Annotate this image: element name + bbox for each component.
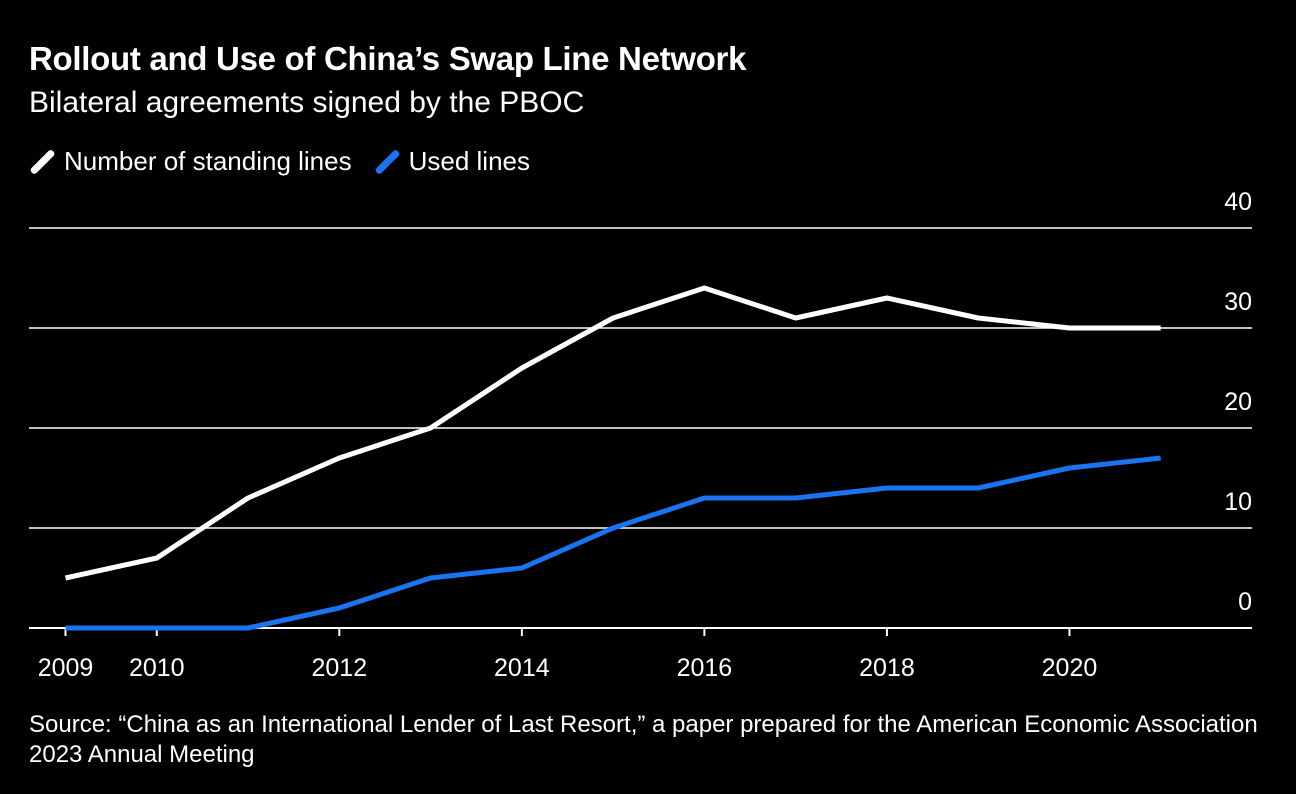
legend-label-used-lines: Used lines — [408, 146, 531, 176]
series-line-used-lines — [65, 455, 1161, 631]
x-tick-label-2016: 2016 — [677, 654, 733, 682]
y-tick-label-20: 20 — [1224, 388, 1252, 416]
chart-subtitle: Bilateral agreements signed by the PBOC — [29, 86, 585, 119]
legend-item-used-lines: Used lines — [374, 146, 530, 177]
line-chart: 0 10 20 30 40 2009 2010 2012 2014 2016 2018 2020 — [29, 188, 1252, 682]
x-tick-label-2012: 2012 — [312, 654, 368, 682]
legend-item-standing-lines: Number of standing lines — [29, 146, 352, 177]
x-tick-label-2010: 2010 — [129, 654, 185, 682]
x-tick-label-2014: 2014 — [494, 654, 550, 682]
legend-label-standing-lines: Number of standing lines — [64, 146, 352, 176]
x-tick-label-2020: 2020 — [1042, 654, 1098, 682]
x-tick-label-2009: 2009 — [38, 654, 94, 682]
y-tick-label-40: 40 — [1224, 188, 1252, 216]
x-tick-label-2018: 2018 — [859, 654, 915, 682]
series-line-standing-lines — [64, 285, 1161, 581]
chart-legend: Number of standing lines Used lines — [29, 146, 552, 177]
y-tick-label-10: 10 — [1224, 488, 1252, 516]
y-tick-label-0: 0 — [1238, 588, 1252, 616]
y-tick-label-30: 30 — [1224, 288, 1252, 316]
source-note: Source: “China as an International Lende… — [29, 711, 1258, 768]
chart-title: Rollout and Use of China’s Swap Line Net… — [29, 40, 747, 77]
